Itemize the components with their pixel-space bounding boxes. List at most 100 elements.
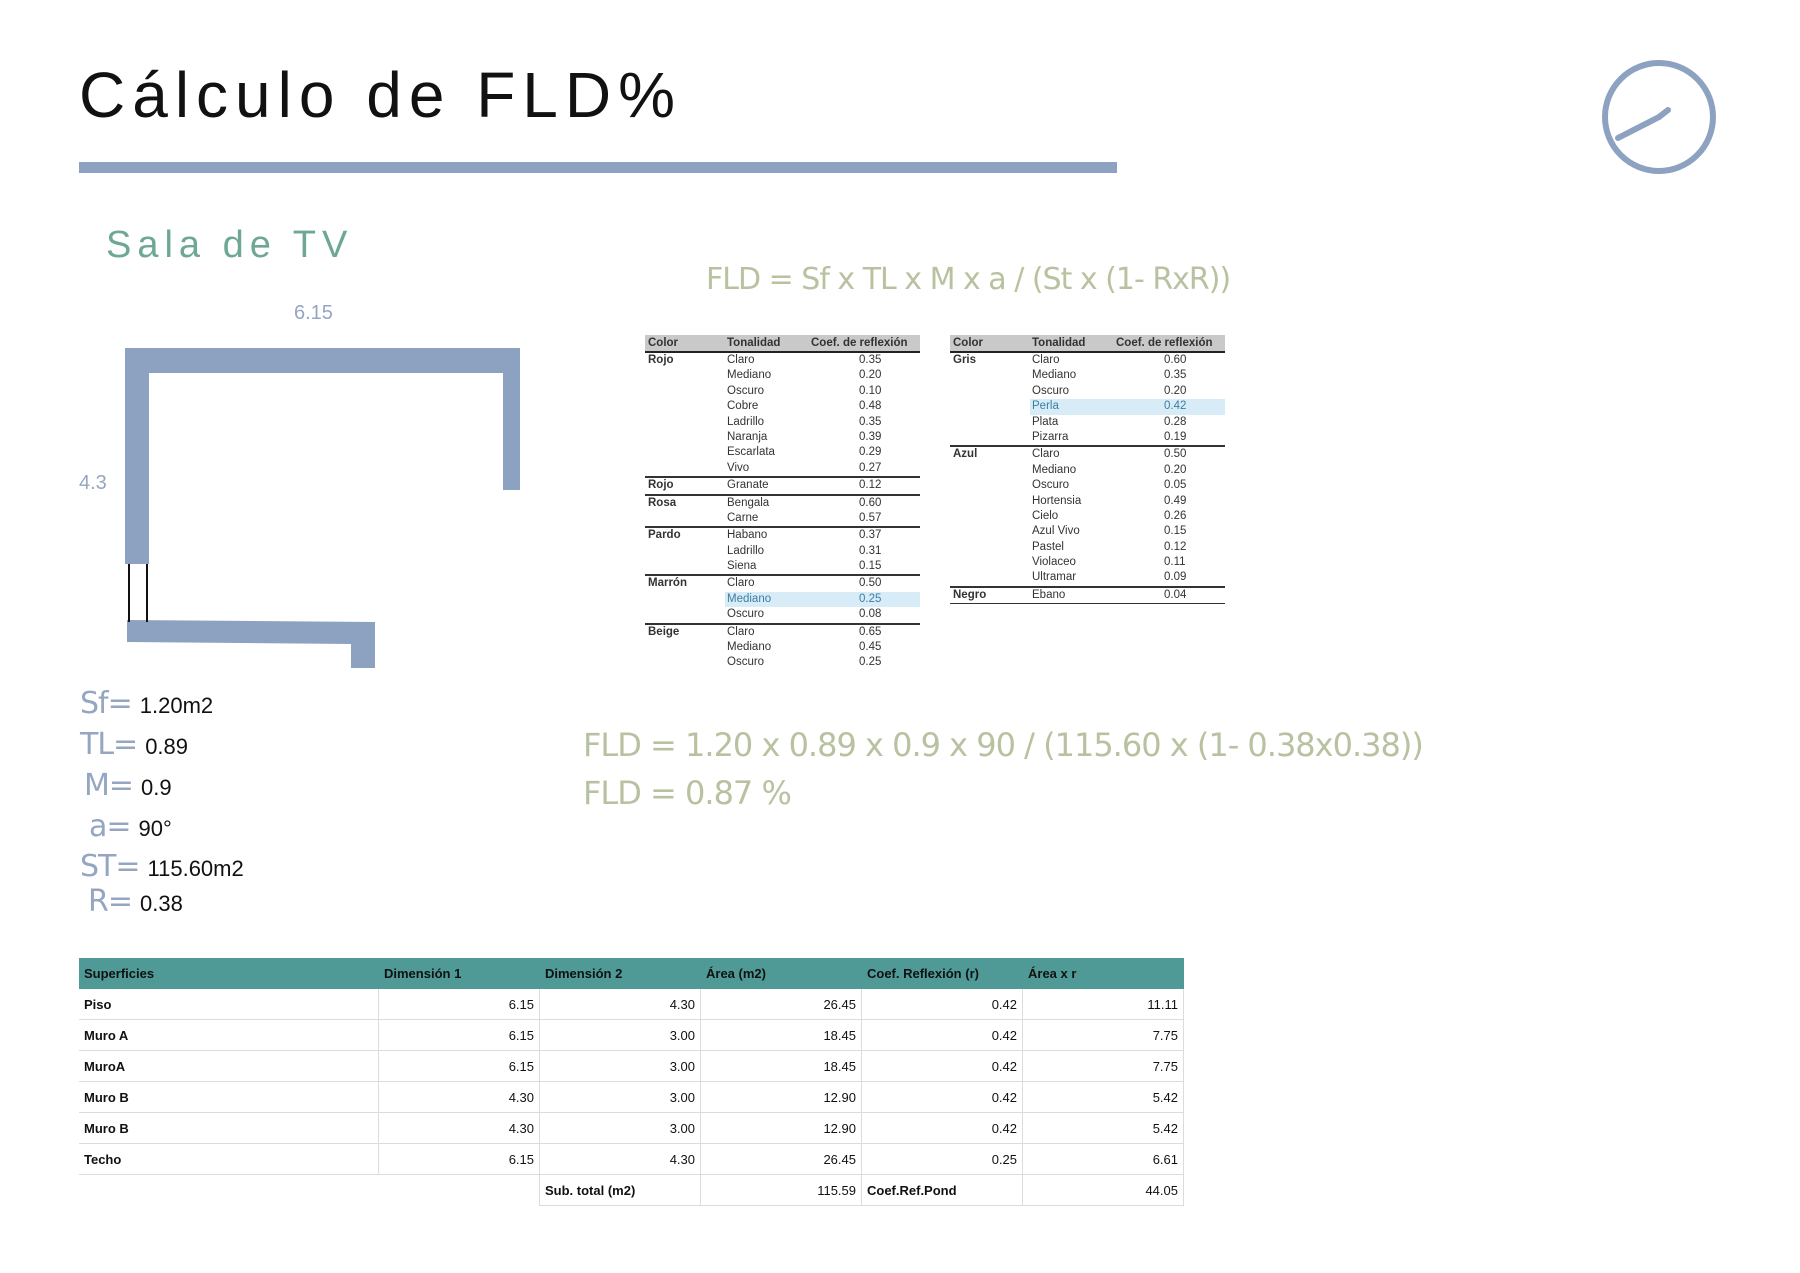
reflection-color (645, 544, 725, 559)
subtotal-label: Sub. total (m2) (539, 1174, 701, 1206)
reflection-tone: Oscuro (1032, 384, 1070, 397)
reflection-row: Rojo Claro 0.35 (645, 353, 920, 368)
reflection-color (645, 430, 725, 445)
reflection-header-cell: Tonalidad (1032, 337, 1086, 349)
reflection-color-group: Rosa Bengala 0.60 Carne 0.57 (645, 496, 920, 529)
reflection-color (950, 570, 1030, 585)
reflection-coef: 0.10 (859, 384, 882, 397)
cell: 6.15 (378, 1019, 540, 1051)
reflection-coef: 0.28 (1164, 415, 1187, 428)
reflection-row: Marrón Claro 0.50 (645, 576, 920, 591)
reflection-color: Marrón (648, 577, 687, 590)
plan-height-label: 4.3 (79, 472, 107, 494)
reflection-row: Mediano 0.20 (950, 463, 1225, 478)
reflection-tone: Mediano (727, 641, 772, 654)
reflection-row: Cobre 0.48 (645, 399, 920, 414)
variable-a: a= 90° (89, 809, 172, 844)
reflection-row: Mediano 0.35 (950, 368, 1225, 383)
reflection-coef: 0.15 (859, 560, 882, 573)
reflection-tone: Oscuro (727, 608, 765, 621)
header-area-x-r: Área x r (1022, 958, 1184, 989)
reflection-color (950, 384, 1030, 399)
variable-name: R= (88, 884, 133, 919)
cell: 6.15 (378, 1050, 540, 1082)
reflection-coef: 0.20 (1164, 384, 1187, 397)
cell: Muro A (79, 1019, 379, 1051)
reflection-coef: 0.08 (859, 608, 882, 621)
cell: Muro B (79, 1081, 379, 1113)
variable-value: 1.20m2 (139, 693, 214, 718)
reflection-row: Negro Ebano 0.04 (950, 588, 1225, 603)
reflection-row: Plata 0.28 (950, 415, 1225, 430)
variable-m: M= 0.9 (84, 768, 172, 803)
reflection-coef: 0.05 (1164, 479, 1187, 492)
reflection-row: Rosa Bengala 0.60 (645, 496, 920, 511)
floor-plan (125, 348, 520, 668)
reflection-tone: Pizarra (1032, 430, 1069, 443)
reflection-color (645, 461, 725, 476)
page-title: Cálculo de FLD% (79, 59, 682, 131)
header-area: Área (m2) (700, 958, 862, 989)
reflection-coef: 0.27 (859, 461, 882, 474)
reflection-coef: 0.35 (859, 354, 882, 366)
reflection-coef: 0.25 (859, 656, 882, 669)
variable-name: TL= (80, 727, 138, 762)
reflection-row: Perla 0.42 (950, 399, 1225, 415)
reflection-tone: Habano (727, 529, 768, 542)
clock-icon (1602, 60, 1716, 174)
reflection-row: Siena 0.15 (645, 559, 920, 574)
plan-wall-left (125, 348, 149, 564)
reflection-coef: 0.26 (1164, 509, 1187, 522)
variable-value: 115.60m2 (147, 856, 244, 881)
reflection-color (645, 445, 725, 460)
reflection-row: Cielo 0.26 (950, 509, 1225, 524)
reflection-color (645, 511, 725, 526)
reflection-coef: 0.31 (859, 544, 882, 557)
reflection-coef: 0.49 (1164, 494, 1187, 507)
reflection-tone: Cobre (727, 400, 759, 413)
reflection-tone: Plata (1032, 415, 1059, 428)
reflection-coef: 0.42 (1112, 399, 1225, 415)
variable-value: 0.9 (141, 775, 172, 800)
cell: 7.75 (1022, 1050, 1184, 1082)
reflection-tone: Hortensia (1032, 494, 1082, 507)
header-superficies: Superficies (79, 958, 379, 989)
reflection-tone: Oscuro (1032, 479, 1070, 492)
reflection-coef: 0.57 (859, 511, 882, 524)
surfaces-header-row: Superficies Dimensión 1 Dimensión 2 Área… (79, 958, 1184, 989)
cell: 6.61 (1022, 1143, 1184, 1175)
variable-sf: Sf= 1.20m2 (80, 686, 213, 721)
reflection-coef: 0.19 (1164, 430, 1187, 443)
cell: MuroA (79, 1050, 379, 1082)
reflection-row: Azul Claro 0.50 (950, 447, 1225, 462)
reflection-tone: Bengala (727, 496, 770, 509)
reflection-header-cell: Color (648, 337, 679, 349)
reflection-tone: Escarlata (727, 446, 775, 459)
reflection-tone: Pastel (1032, 540, 1064, 553)
reflection-tone: Mediano (1032, 463, 1077, 476)
reflection-coef: 0.60 (859, 496, 882, 509)
reflection-row: Pastel 0.12 (950, 540, 1225, 555)
reflection-tone: Claro (1032, 448, 1060, 461)
reflection-tone: Mediano (725, 591, 807, 608)
reflection-color (645, 368, 725, 383)
variable-st: ST= 115.60m2 (80, 849, 244, 884)
cell: 12.90 (700, 1081, 862, 1113)
reflection-tone: Claro (727, 354, 755, 366)
reflection-color (950, 540, 1030, 555)
reflection-tone: Mediano (1032, 369, 1077, 382)
reflection-coef: 0.39 (859, 430, 882, 443)
reflection-row: Azul Vivo 0.15 (950, 524, 1225, 539)
reflection-color (645, 559, 725, 574)
reflection-row: Pardo Habano 0.37 (645, 528, 920, 543)
surfaces-table: Superficies Dimensión 1 Dimensión 2 Área… (79, 958, 1184, 1206)
reflection-row: Ladrillo 0.31 (645, 544, 920, 559)
reflection-color-group: Azul Claro 0.50 Mediano 0.20 Oscuro 0.05 Horten… (950, 447, 1225, 588)
reflection-color (950, 524, 1030, 539)
reflection-color (950, 463, 1030, 478)
reflection-tone: Oscuro (727, 656, 765, 669)
reflection-coef: 0.11 (1164, 556, 1186, 569)
reflection-header-cell: Tonalidad (727, 337, 781, 349)
reflection-tone: Violaceo (1032, 556, 1076, 569)
reflection-coef: 0.20 (859, 369, 882, 382)
